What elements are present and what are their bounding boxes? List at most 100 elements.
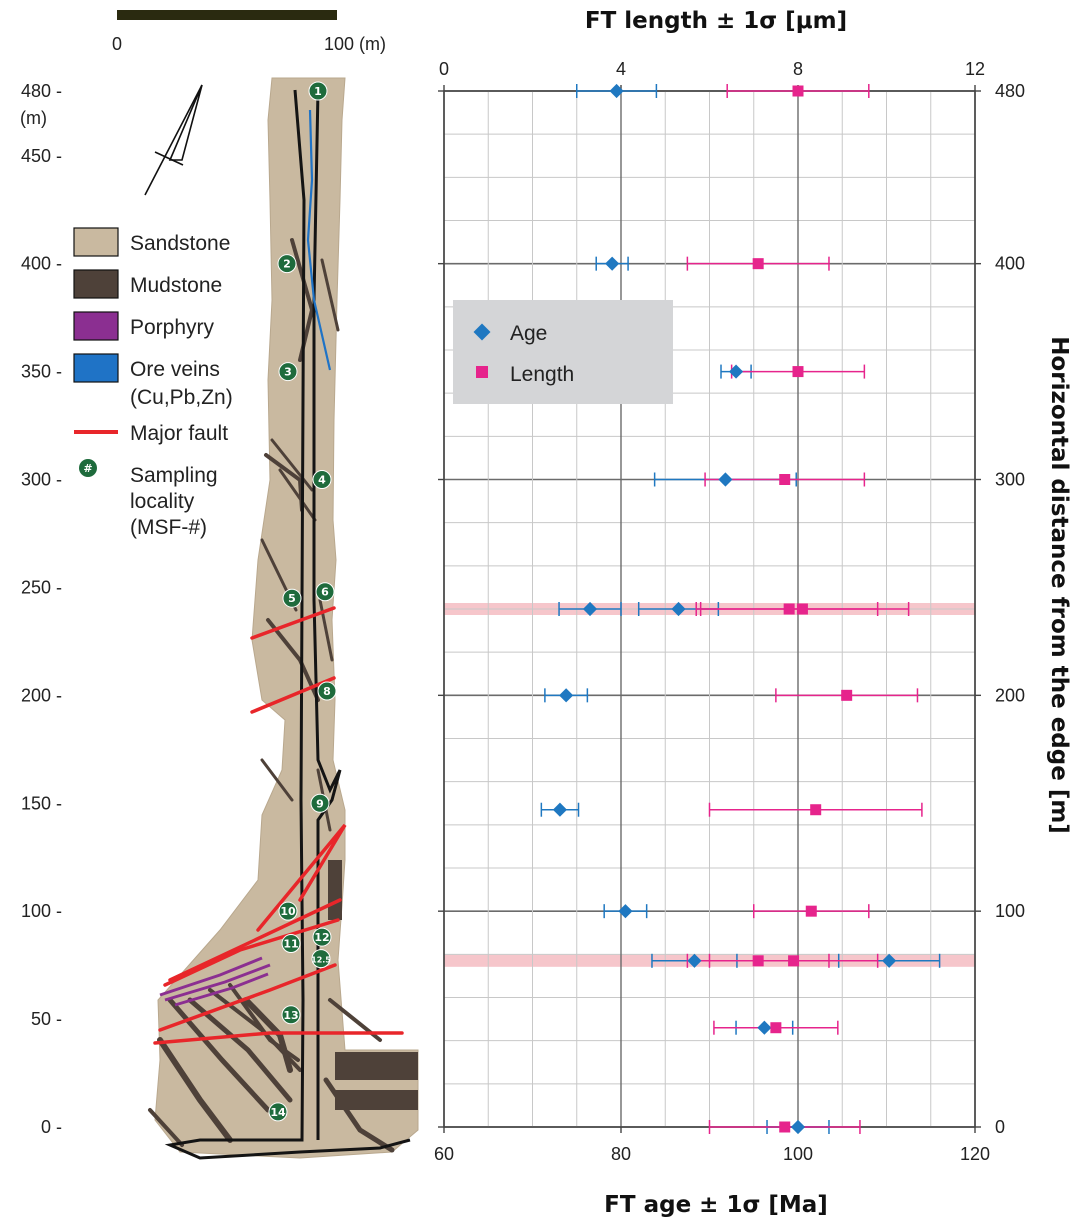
scale-bar-start-label: 0 — [112, 34, 122, 54]
sample-marker-label: 10 — [280, 905, 296, 918]
legend-swatch-mudstone — [73, 269, 119, 299]
length-point — [779, 474, 791, 485]
legend-swatch-ore-veins — [73, 353, 119, 383]
distance-axis-tick-label: 100 — [995, 901, 1025, 921]
distance-axis-tick-label: 0 — [995, 1117, 1005, 1137]
sample-marker-icon — [277, 254, 297, 274]
chart-legend-box — [453, 300, 673, 404]
map-axis-tick-label: 0 - — [41, 1117, 62, 1137]
length-point — [805, 905, 817, 917]
sample-marker-label: 4 — [318, 474, 326, 487]
chart-error-bars — [540, 84, 941, 1134]
map-axis-tick-label: 150 - — [21, 793, 62, 813]
length-axis-tick-label: 0 — [439, 59, 449, 79]
length-point — [792, 366, 804, 378]
age-axis-tick-label: 120 — [960, 1144, 990, 1164]
sample-marker-icon — [278, 901, 298, 921]
age-point — [559, 688, 574, 703]
sample-marker-icon — [281, 1005, 301, 1025]
sample-marker-label: 13 — [283, 1009, 298, 1022]
age-point — [687, 953, 702, 968]
sample-marker-icon — [278, 362, 298, 382]
chart-bottom-axis-title: FT age ± 1σ [Ma] — [604, 1192, 828, 1218]
sample-marker-label: 14 — [270, 1106, 286, 1119]
map-axis-tick-label: 480 - — [21, 81, 62, 101]
sample-marker-icon — [268, 1102, 288, 1122]
age-point — [790, 1119, 806, 1135]
length-axis-tick-label: 8 — [793, 59, 803, 79]
length-point — [770, 1022, 782, 1034]
map-axis-tick-label: 450 - — [21, 146, 62, 166]
legend-label-major-fault: Major fault — [130, 422, 228, 445]
map-axis-tick-label: 400 - — [21, 254, 62, 274]
age-point — [552, 802, 568, 817]
age-point — [609, 83, 624, 99]
length-axis-tick-label: 4 — [616, 59, 626, 79]
sample-marker-icon — [310, 793, 330, 813]
mudstone-block — [328, 860, 342, 920]
sample-marker-icon — [281, 934, 301, 954]
legend-length-label: Length — [510, 363, 574, 386]
distance-axis-tick-label: 400 — [995, 254, 1025, 274]
length-point — [792, 85, 804, 97]
legend-label-sampling-locality: locality — [130, 490, 195, 513]
age-axis-tick-label: 60 — [434, 1144, 454, 1164]
legend-sampling-symbol: # — [83, 462, 92, 475]
sample-marker-label: 2 — [283, 258, 291, 271]
legend-swatch-sandstone — [73, 227, 119, 257]
length-point — [810, 804, 822, 816]
length-point — [752, 955, 764, 967]
map-legend: Sandstone Mudstone Porphyry Ore veins (C… — [73, 227, 233, 539]
sample-marker-label: 6 — [321, 586, 329, 599]
legend-label-sampling-id: (MSF-#) — [130, 516, 207, 539]
ft-chart-panel: FT length ± 1σ [μm] FT age ± 1σ [Ma] Hor… — [434, 8, 1072, 1218]
mudstone-block — [335, 1090, 418, 1110]
map-axis-tick-label: 350 - — [21, 362, 62, 382]
age-point — [618, 904, 633, 919]
length-point — [752, 258, 764, 270]
scale-bar-end-label: 100 (m) — [324, 34, 386, 54]
legend-label-sampling: Sampling — [130, 464, 218, 487]
map-axis-tick-label: 100 - — [21, 901, 62, 921]
chart-right-axis-title: Horizontal distance from the edge [m] — [1046, 336, 1072, 834]
chart-points — [552, 83, 897, 1135]
sample-marker-icon — [315, 582, 335, 602]
legend-label-mudstone: Mudstone — [130, 274, 222, 297]
age-point — [757, 1020, 772, 1035]
chart-legend: Age Length — [453, 300, 673, 404]
map-axis-unit: (m) — [20, 108, 47, 128]
age-point — [882, 953, 897, 968]
length-point — [841, 689, 853, 701]
map-axis-tick-label: 50 - — [31, 1009, 62, 1029]
north-arrow-icon — [144, 84, 203, 196]
age-point — [728, 364, 744, 379]
age-point — [605, 256, 620, 271]
length-point — [788, 955, 800, 967]
sample-marker-icon — [312, 470, 332, 489]
chart-top-axis-title: FT length ± 1σ [μm] — [585, 8, 847, 34]
major-faults — [153, 606, 404, 1045]
legend-label-ore-veins: Ore veins — [130, 358, 220, 381]
mudstone-block — [335, 1052, 418, 1080]
sample-marker-label: 8 — [323, 685, 331, 698]
distance-axis-tick-label: 200 — [995, 685, 1025, 705]
map-distance-axis: 480 - 450 - 400 - 350 - 300 - 250 - 200 - 150 -… — [21, 81, 62, 1137]
length-point — [796, 603, 808, 615]
map-axis-tick-label: 250 - — [21, 577, 62, 597]
age-point — [718, 472, 733, 487]
sample-marker-icon — [311, 949, 331, 969]
legend-label-sandstone: Sandstone — [130, 232, 230, 255]
age-axis-tick-label: 100 — [783, 1144, 813, 1164]
ore-vein — [306, 109, 332, 371]
length-axis-tick-label: 12 — [965, 59, 985, 79]
legend-age-label: Age — [510, 322, 547, 345]
sample-marker-label: 12 — [314, 931, 329, 944]
sample-marker-label: 12.5 — [311, 956, 331, 965]
sample-marker-label: 1 — [314, 85, 322, 98]
map-axis-tick-label: 200 - — [21, 685, 62, 705]
sample-marker-icon — [312, 927, 332, 947]
sample-marker-label: 11 — [283, 938, 298, 951]
porphyry-dikes — [159, 956, 271, 1007]
